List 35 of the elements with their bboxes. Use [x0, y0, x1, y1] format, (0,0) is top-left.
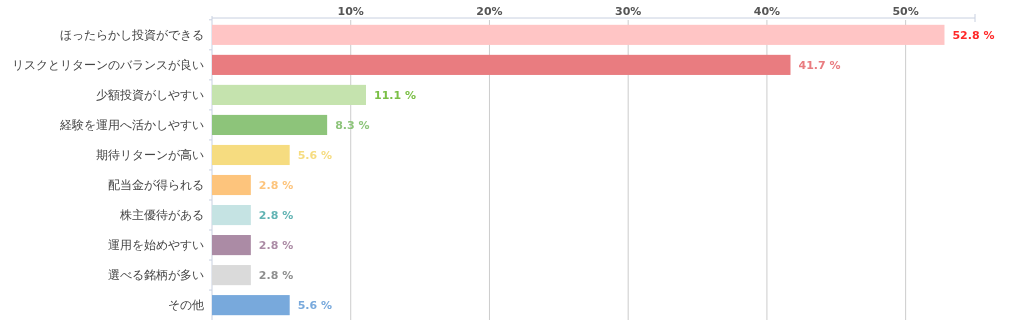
- bar: [212, 144, 290, 166]
- y-tick-label: 経験を運用へ活かしやすい: [59, 117, 204, 132]
- y-tick-label: 期待リターンが高い: [96, 147, 204, 162]
- y-tick-label: 配当金が得られる: [108, 178, 204, 193]
- y-tick-label: 株主優待がある: [119, 208, 204, 223]
- data-label: 5.6 %: [297, 299, 333, 313]
- y-tick-label: ほったらかし投資ができる: [60, 27, 204, 42]
- bar: [212, 84, 366, 105]
- y-tick-label: 運用を始めやすい: [108, 238, 204, 253]
- bar: [212, 265, 251, 286]
- x-tick-label: 40%: [753, 5, 781, 18]
- x-tick-label: 30%: [615, 5, 642, 18]
- data-label: 2.8 %: [258, 239, 294, 253]
- bar: [212, 114, 328, 136]
- data-label: 41.7 %: [798, 58, 841, 72]
- bar: [212, 174, 251, 196]
- y-tick-label: リスクとリターンのバランスが良い: [12, 57, 204, 72]
- x-tick-label: 50%: [892, 5, 919, 18]
- y-tick-label: 少額投資がしやすい: [96, 87, 204, 102]
- data-label: 2.8 %: [258, 269, 294, 283]
- data-label: 52.8 %: [952, 28, 995, 42]
- data-label: 2.8 %: [258, 209, 294, 223]
- bar: [212, 24, 945, 45]
- data-label: 2.8 %: [258, 179, 294, 193]
- data-label: 11.1 %: [373, 88, 416, 102]
- x-tick-label: 20%: [476, 5, 503, 18]
- y-tick-label: その他: [168, 298, 204, 313]
- y-tick-label: 選べる銘柄が多い: [108, 268, 204, 283]
- bar: [212, 204, 251, 226]
- bar: [212, 235, 251, 256]
- data-label: 8.3 %: [335, 118, 370, 132]
- x-tick-label: 10%: [337, 5, 364, 18]
- data-label: 5.6 %: [297, 148, 333, 162]
- bar: [212, 295, 290, 316]
- bar: [212, 54, 791, 75]
